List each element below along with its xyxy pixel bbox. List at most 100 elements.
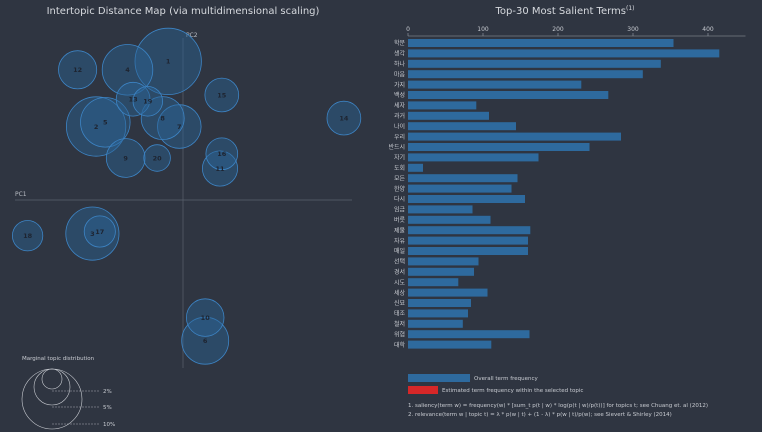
topic-bubble-20 (143, 144, 171, 172)
bar-8 (408, 122, 516, 131)
bar-23 (408, 278, 459, 287)
x-tick-400: 400 (702, 26, 714, 33)
topic-label-18: 18 (23, 232, 33, 240)
term-label-24: 세상 (394, 289, 406, 297)
bar-x-axis: 0 100 200 300 400 (406, 26, 746, 37)
bar-11 (408, 153, 539, 162)
topic-label-7: 7 (177, 123, 182, 131)
topic-label-16: 16 (217, 150, 227, 158)
topic-bubble-15 (204, 77, 240, 113)
term-label-18: 제물 (394, 226, 406, 234)
bar-21 (408, 257, 479, 266)
legend-overall-label: Overall term frequency (474, 376, 539, 382)
term-label-6: 세자 (394, 102, 406, 110)
term-label-26: 태조 (394, 310, 406, 318)
term-label-23: 시도 (394, 279, 406, 286)
bar-4 (408, 80, 582, 89)
term-label-10: 반드시 (388, 143, 405, 151)
term-label-29: 대학 (394, 341, 406, 349)
term-label-7: 과거 (394, 112, 405, 120)
topic-bubble-16 (205, 137, 239, 171)
topic-label-12: 12 (73, 66, 82, 74)
term-label-13: 모든 (394, 175, 406, 182)
term-label-17: 버릇 (394, 216, 406, 224)
pc2-label: PC2 (186, 32, 198, 39)
bar-25 (408, 299, 471, 307)
x-tick-200: 200 (552, 26, 564, 33)
bar-16 (408, 205, 473, 214)
topic-bubble-3 (65, 206, 120, 261)
topic-label-4: 4 (125, 66, 130, 74)
topic-bubble-9 (105, 138, 146, 178)
topic-label-11: 11 (215, 165, 225, 173)
bar-2 (408, 59, 661, 68)
term-label-19: 자유 (394, 237, 406, 245)
term-label-0: 학문 (394, 39, 406, 47)
bar-7 (408, 111, 489, 120)
term-label-4: 가지 (394, 81, 405, 89)
term-label-9: 우리 (394, 133, 405, 141)
bar-26 (408, 309, 468, 318)
topic-label-3: 3 (90, 230, 95, 238)
bar-19 (408, 236, 528, 245)
term-label-21: 선택 (394, 258, 405, 266)
footnote-2: 2. relevance(term w | topic t) = λ * p(w… (408, 412, 672, 418)
x-tick-100: 100 (477, 26, 489, 33)
topic-label-2: 2 (94, 123, 99, 131)
topic-bubble-18 (12, 220, 44, 252)
legend-selected-label: Estimated term frequency within the sele… (442, 388, 583, 394)
right-title-sup: (1) (626, 5, 635, 12)
marginal-topic-distribution: Marginal topic distribution 2% 5% 10% (21, 356, 115, 430)
bar-22 (408, 267, 474, 276)
bar-20 (408, 247, 528, 255)
topic-bubble-11 (201, 150, 238, 187)
term-label-20: 매일 (394, 247, 405, 255)
x-tick-300: 300 (627, 26, 639, 33)
bar-28 (408, 330, 530, 339)
topic-bubble-10 (185, 298, 225, 337)
bar-27 (408, 319, 463, 328)
bar-9 (408, 132, 621, 141)
bar-12 (408, 163, 423, 172)
topic-bubble-8 (140, 96, 185, 140)
bar-14 (408, 184, 512, 193)
topic-bubble-19 (132, 86, 164, 117)
bar-17 (408, 215, 491, 224)
topic-label-6: 6 (203, 337, 208, 345)
topic-label-20: 20 (153, 154, 163, 162)
topic-bubble-5 (80, 97, 131, 148)
bars: 학문생각하나마음가지백성세자과거나이우리반드시자기도회모든한양다시임금버릇제물자… (388, 39, 720, 349)
marginal-level-5: 5% (103, 405, 112, 411)
term-label-11: 자기 (394, 154, 405, 162)
legend-selected-swatch (408, 386, 438, 394)
bar-6 (408, 101, 477, 110)
term-label-27: 철저 (394, 320, 405, 328)
legend-overall-swatch (408, 374, 470, 382)
pc1-label: PC1 (15, 191, 27, 198)
topic-label-15: 15 (217, 91, 227, 99)
bar-29 (408, 340, 492, 349)
marginal-circle-large (21, 368, 83, 430)
left-panel-title: Intertopic Distance Map (via multidimens… (47, 6, 320, 17)
marginal-level-10: 10% (103, 422, 115, 428)
bar-3 (408, 70, 643, 79)
topic-label-13: 13 (129, 96, 138, 104)
term-label-22: 경서 (394, 268, 405, 276)
bar-0 (408, 39, 674, 47)
term-label-12: 도회 (394, 164, 405, 172)
term-label-5: 백성 (394, 91, 405, 99)
term-label-25: 신묘 (394, 299, 406, 307)
topic-bubble-14 (326, 100, 362, 136)
marginal-circle-small (41, 368, 63, 390)
term-label-14: 한양 (394, 185, 406, 193)
intertopic-distance-map: Intertopic Distance Map (via multidimens… (12, 6, 362, 430)
bar-5 (408, 91, 609, 99)
x-tick-0: 0 (406, 26, 410, 33)
term-label-1: 생각 (394, 50, 406, 58)
bar-15 (408, 195, 525, 203)
topic-bubble-12 (58, 50, 98, 90)
topic-bubble-4 (101, 44, 154, 96)
marginal-level-2: 2% (103, 389, 112, 395)
salient-terms-chart: Top-30 Most Salient Terms(1) 0 100 200 300 4… (388, 5, 746, 418)
